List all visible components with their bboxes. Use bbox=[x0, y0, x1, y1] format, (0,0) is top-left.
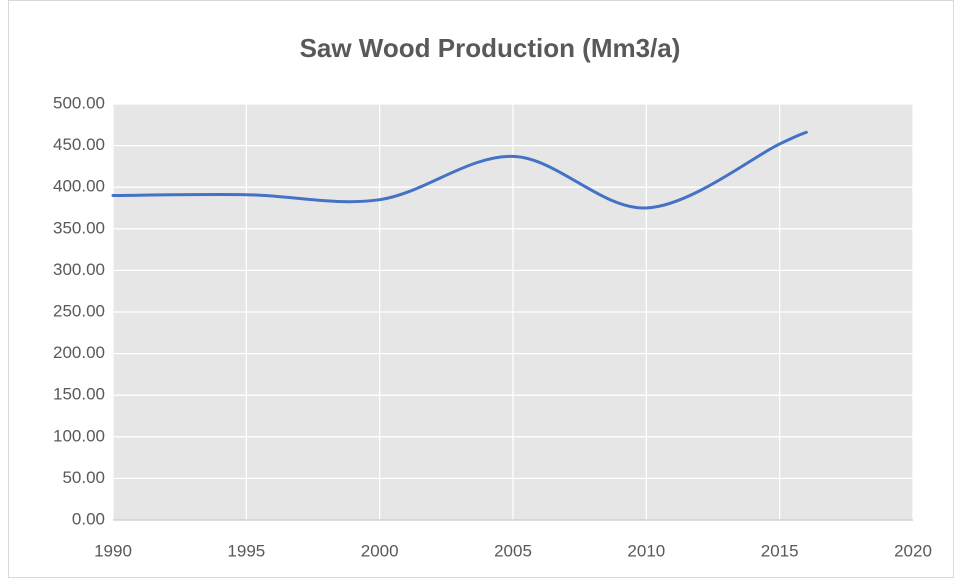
x-tick-label: 2005 bbox=[494, 541, 532, 560]
y-tick-label: 100.00 bbox=[53, 426, 105, 445]
y-tick-label: 500.00 bbox=[53, 93, 105, 112]
y-tick-label: 150.00 bbox=[53, 385, 105, 404]
x-tick-label: 1995 bbox=[227, 541, 265, 560]
x-tick-label: 1990 bbox=[94, 541, 132, 560]
x-tick-label: 2015 bbox=[761, 541, 799, 560]
y-tick-label: 250.00 bbox=[53, 301, 105, 320]
y-tick-label: 400.00 bbox=[53, 177, 105, 196]
chart-title: Saw Wood Production (Mm3/a) bbox=[300, 33, 681, 63]
y-tick-label: 0.00 bbox=[72, 509, 105, 528]
x-tick-label: 2000 bbox=[361, 541, 399, 560]
x-tick-label: 2010 bbox=[627, 541, 665, 560]
y-tick-label: 50.00 bbox=[62, 468, 105, 487]
y-tick-label: 200.00 bbox=[53, 343, 105, 362]
y-tick-label: 300.00 bbox=[53, 260, 105, 279]
line-series bbox=[111, 130, 808, 210]
y-tick-label: 350.00 bbox=[53, 218, 105, 237]
y-tick-label: 450.00 bbox=[53, 135, 105, 154]
x-tick-label: 2020 bbox=[894, 541, 932, 560]
